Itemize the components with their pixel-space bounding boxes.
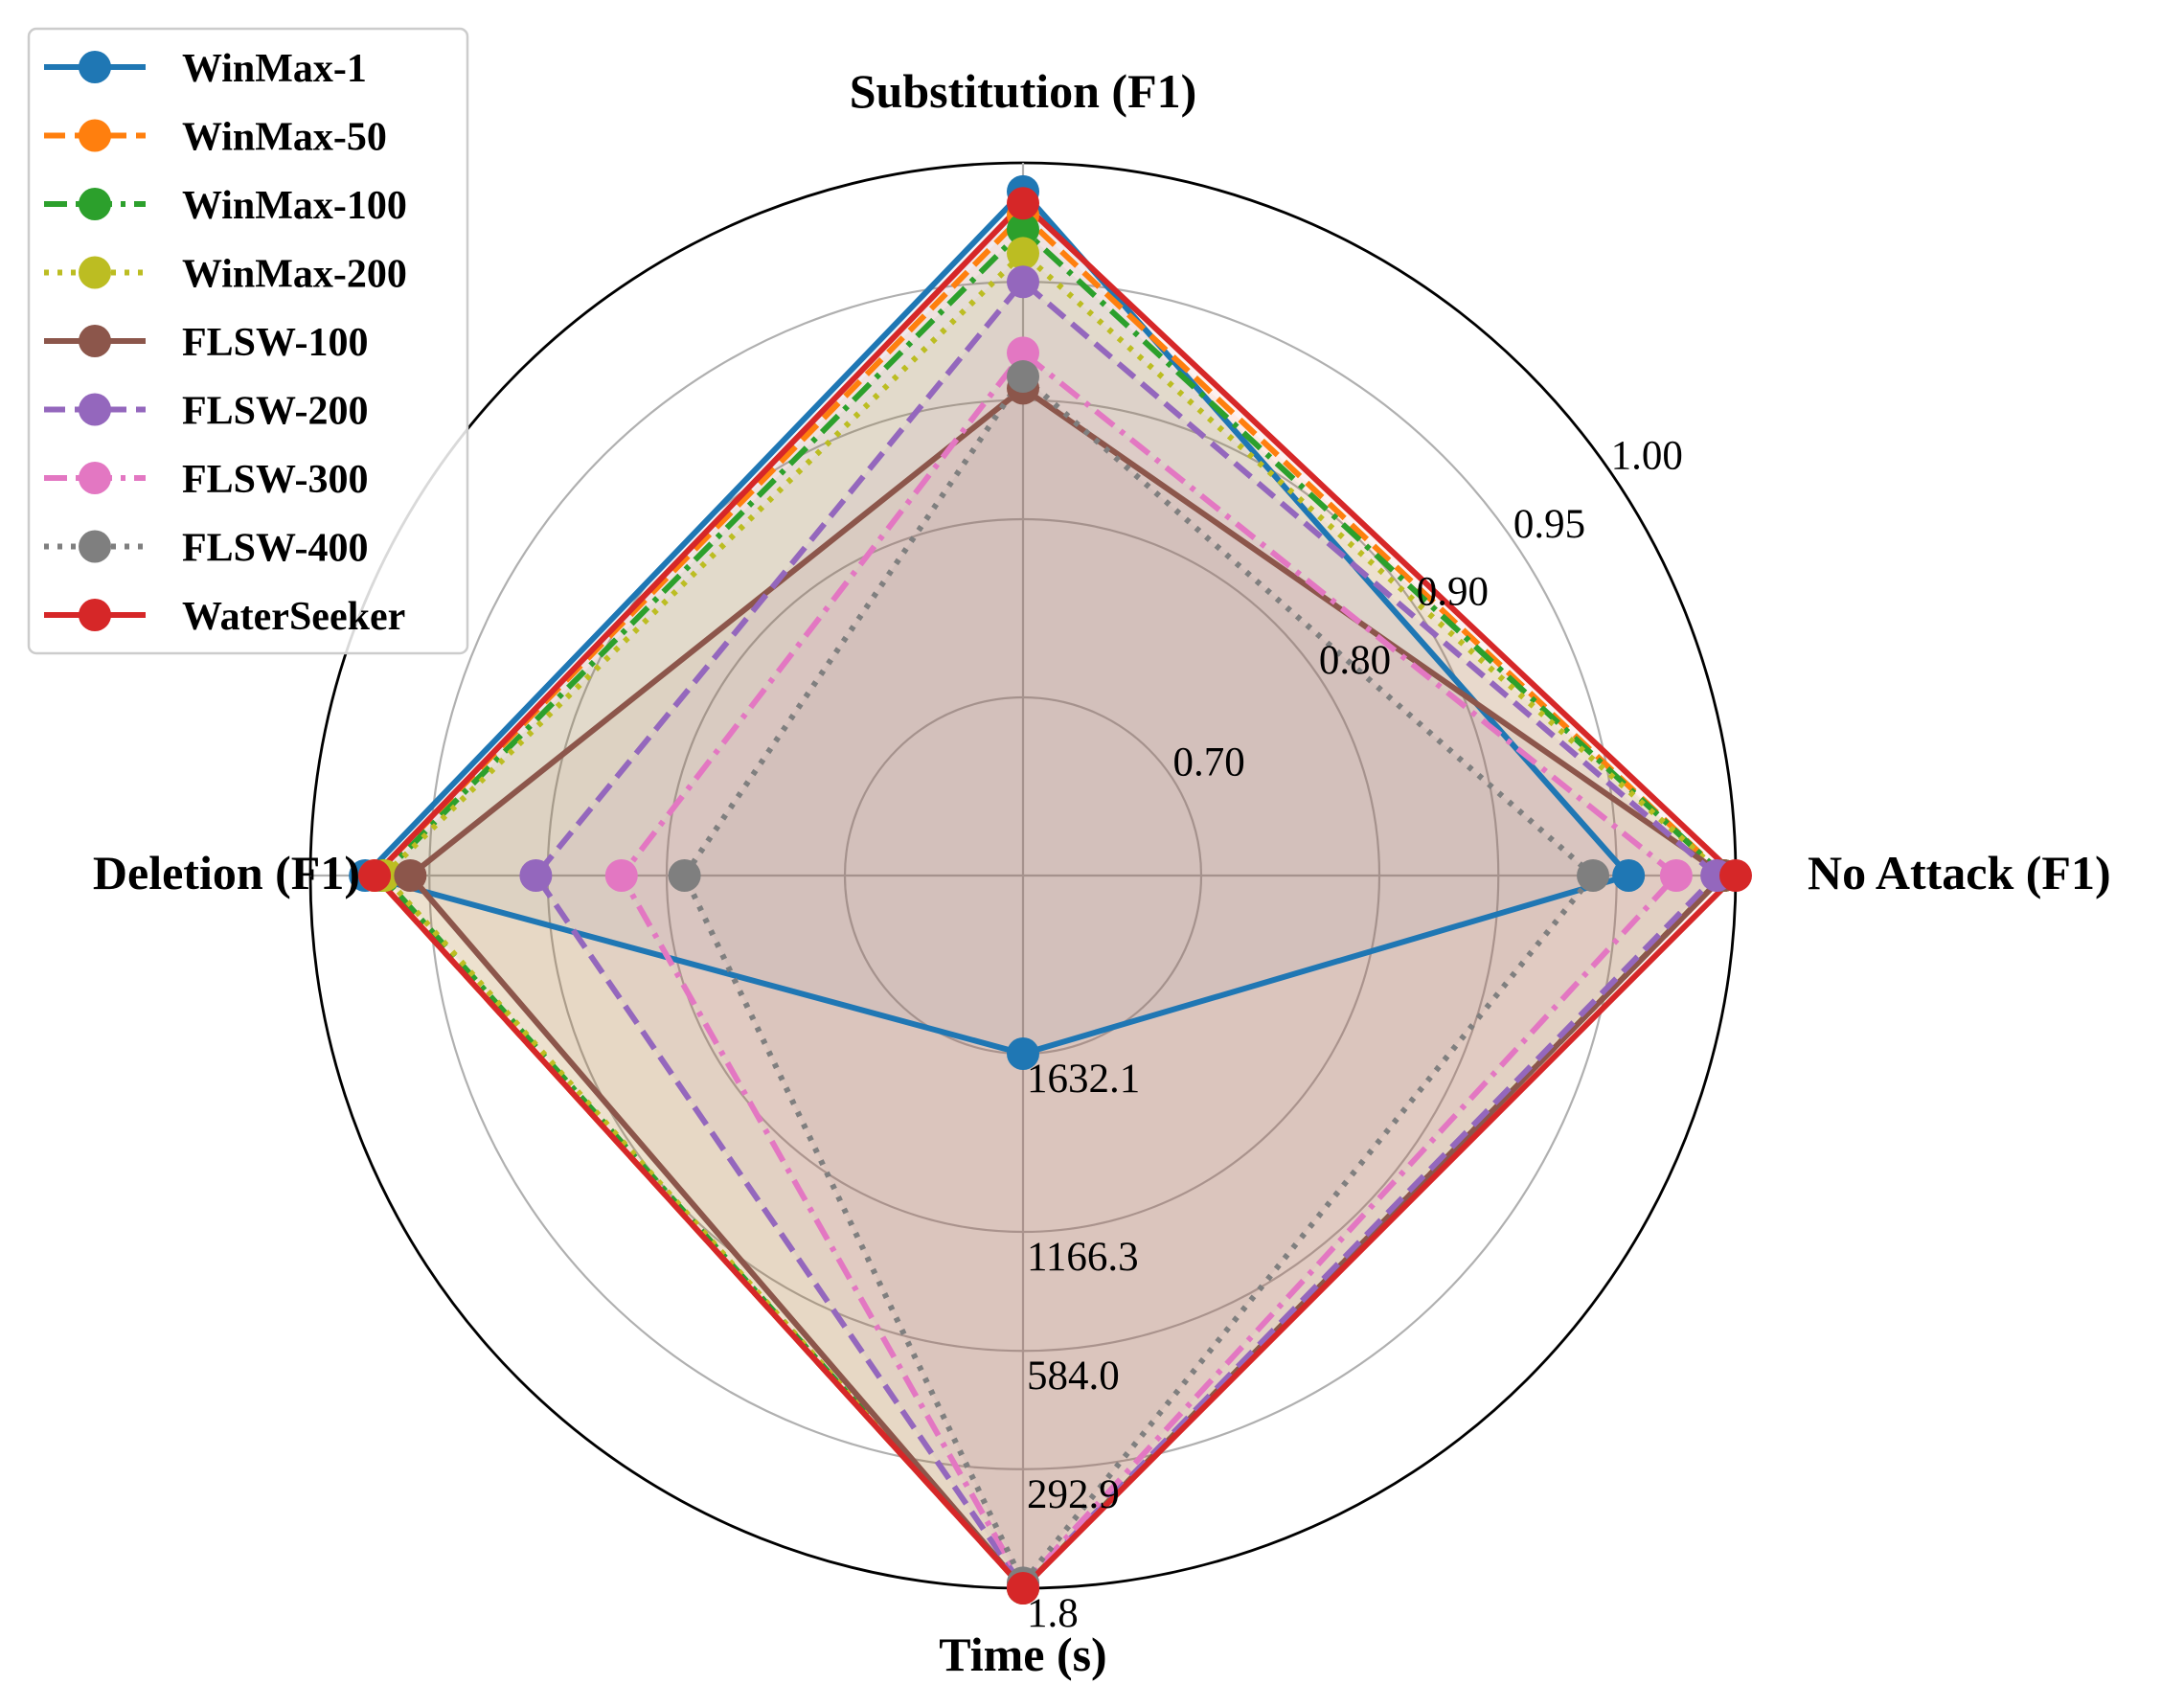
data-point: [1007, 265, 1039, 299]
legend-marker: [79, 325, 111, 357]
legend-marker: [79, 51, 111, 83]
legend-label: FLSW-100: [182, 321, 368, 365]
series-fill: [365, 191, 1629, 1055]
legend-frame: [27, 27, 469, 655]
time-tick-label: 1632.1: [1027, 1057, 1140, 1102]
data-point: [358, 859, 392, 892]
data-point: [1007, 336, 1039, 370]
legend-label: FLSW-400: [182, 527, 368, 571]
axis-title-substitution: Substitution (F1): [850, 64, 1197, 118]
time-tick-label: 584.0: [1027, 1354, 1120, 1399]
data-point: [1007, 1572, 1039, 1605]
legend-label: WinMax-100: [182, 184, 407, 228]
axis-title-no-attack: No Attack (F1): [1808, 846, 2111, 899]
legend-marker: [79, 530, 111, 563]
axis-title-time: Time (s): [939, 1627, 1106, 1681]
f1-tick-label: 1.00: [1611, 434, 1683, 479]
legend-marker: [79, 188, 111, 220]
axis-title-deletion: Deletion (F1): [93, 846, 360, 899]
legend-marker: [79, 256, 111, 289]
f1-tick-label: 0.95: [1513, 502, 1585, 547]
legend-label: WinMax-1: [182, 47, 367, 91]
series-fill: [684, 376, 1594, 1583]
legend-label: WinMax-50: [182, 116, 387, 160]
legend-label: FLSW-300: [182, 458, 368, 502]
data-point: [1007, 1037, 1039, 1070]
f1-tick-label: 0.90: [1417, 570, 1489, 615]
time-tick-label: 1.8: [1027, 1591, 1079, 1636]
data-point: [519, 859, 553, 892]
legend-label: WaterSeeker: [182, 595, 405, 639]
data-point: [1719, 859, 1752, 892]
data-point: [394, 859, 427, 892]
data-point: [1659, 859, 1693, 892]
data-point: [668, 859, 701, 892]
series-fill: [621, 353, 1676, 1585]
f1-tick-label: 0.80: [1319, 638, 1391, 683]
data-point: [1007, 213, 1039, 246]
data-point: [604, 859, 638, 892]
series-fill: [535, 282, 1718, 1587]
time-tick-label: 292.9: [1027, 1472, 1120, 1517]
legend-marker: [79, 119, 111, 152]
data-point: [1007, 360, 1039, 394]
f1-tick-label: 0.70: [1173, 740, 1245, 785]
tick-labels: 0.70 0.80 0.90 0.95 1.00 1632.1 1166.3 584.0 292…: [1027, 434, 1683, 1636]
data-point: [1577, 859, 1610, 892]
legend-label: FLSW-200: [182, 390, 368, 434]
data-point: [1007, 187, 1039, 220]
legend-label: WinMax-200: [182, 253, 407, 297]
legend-marker: [79, 462, 111, 494]
data-point: [1007, 237, 1039, 270]
series-fill: [384, 253, 1724, 1588]
legend-marker: [79, 393, 111, 426]
legend-marker: [79, 599, 111, 631]
legend: WinMax-1 WinMax-50 WinMax-100 WinMax-200 FLS…: [27, 27, 469, 655]
time-tick-label: 1166.3: [1027, 1235, 1139, 1280]
data-point: [1612, 859, 1646, 892]
series-markers: [349, 174, 1752, 1605]
series-fill: [410, 388, 1724, 1588]
